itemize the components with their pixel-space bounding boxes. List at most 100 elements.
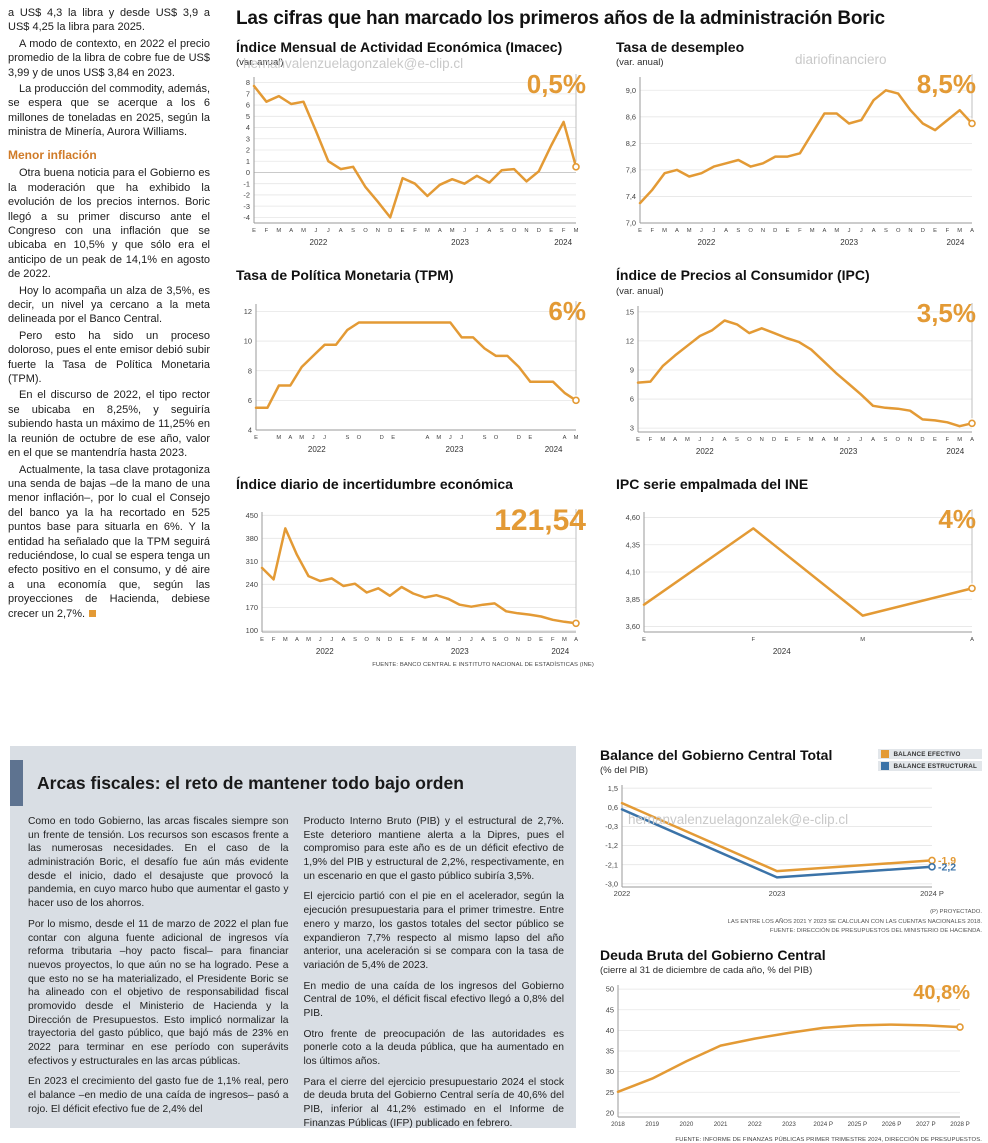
chart-subtitle: (var. anual) (236, 57, 284, 69)
svg-text:2023: 2023 (840, 238, 858, 247)
svg-text:-1,9: -1,9 (938, 855, 956, 867)
svg-text:E: E (254, 435, 258, 441)
svg-text:M: M (834, 228, 839, 234)
svg-text:2020: 2020 (680, 1121, 694, 1128)
svg-text:J: J (460, 435, 463, 441)
legend-label: BALANCE ESTRUCTURAL (893, 762, 977, 770)
svg-text:7: 7 (246, 90, 250, 99)
svg-text:E: E (539, 637, 543, 643)
svg-text:M: M (662, 228, 667, 234)
svg-text:A: A (823, 228, 827, 234)
svg-text:M: M (685, 437, 690, 443)
svg-text:D: D (517, 435, 521, 441)
svg-text:E: E (933, 228, 937, 234)
svg-text:4: 4 (248, 425, 252, 434)
svg-text:2024 P: 2024 P (920, 889, 944, 898)
svg-text:M: M (860, 637, 865, 643)
svg-text:F: F (562, 228, 566, 234)
svg-text:O: O (747, 437, 752, 443)
svg-text:J: J (848, 228, 851, 234)
svg-text:A: A (289, 228, 293, 234)
svg-text:A: A (871, 437, 875, 443)
svg-text:E: E (785, 437, 789, 443)
chart-title: Deuda Bruta del Gobierno Central (600, 946, 826, 963)
chart-subtitle: (% del PIB) (600, 765, 649, 777)
svg-text:E: E (400, 637, 404, 643)
legend-item-efectivo: BALANCE EFECTIVO (878, 749, 982, 759)
svg-text:J: J (323, 435, 326, 441)
svg-text:2024: 2024 (545, 445, 563, 454)
svg-text:A: A (970, 228, 974, 234)
svg-text:6: 6 (246, 101, 250, 110)
svg-text:M: M (283, 637, 288, 643)
svg-text:S: S (736, 228, 740, 234)
svg-text:N: N (524, 228, 528, 234)
svg-text:E: E (401, 228, 405, 234)
svg-text:F: F (272, 637, 276, 643)
svg-text:D: D (920, 437, 924, 443)
svg-text:A: A (574, 637, 578, 643)
paragraph: (P) PROYECTADO. (930, 909, 982, 916)
chart-title: IPC serie empalmada del INE (616, 475, 809, 492)
paragraph: A modo de contexto, en 2022 el precio pr… (8, 37, 210, 79)
svg-text:-4: -4 (243, 213, 250, 222)
svg-text:S: S (500, 228, 504, 234)
svg-text:45: 45 (606, 1006, 614, 1015)
svg-text:N: N (908, 228, 912, 234)
svg-text:J: J (859, 437, 862, 443)
svg-text:F: F (413, 228, 417, 234)
svg-text:D: D (527, 637, 531, 643)
paragraph: a US$ 4,3 la libra y desde US$ 3,9 a US$… (8, 7, 210, 34)
svg-text:9: 9 (630, 365, 634, 374)
charts-section: Las cifras que han marcado los primeros … (222, 6, 984, 668)
svg-text:J: J (330, 637, 333, 643)
svg-text:2022: 2022 (316, 647, 334, 656)
svg-text:N: N (761, 228, 765, 234)
chart-title: Balance del Gobierno Central Total (600, 747, 833, 763)
svg-text:D: D (537, 228, 541, 234)
svg-text:E: E (638, 228, 642, 234)
svg-text:M: M (957, 437, 962, 443)
svg-text:J: J (458, 637, 461, 643)
svg-text:M: M (299, 435, 304, 441)
chart-card-ipc-empalmada: IPC serie empalmada del INE 4% 4,60 4,35 4… (616, 475, 984, 668)
svg-text:A: A (288, 435, 292, 441)
paragraph: Como en todo Gobierno, las arcas fiscale… (28, 816, 289, 910)
fiscal-charts: Balance del Gobierno Central Total (% de… (600, 746, 982, 1143)
balance-line-chart: 1,5 0,6 -0,3 -1,2 -2,1 -3,0 2022 2023 2024 P -1,9… (600, 779, 982, 906)
svg-text:2023: 2023 (451, 238, 469, 247)
svg-text:N: N (376, 637, 380, 643)
svg-text:J: J (312, 435, 315, 441)
paragraph: Actualmente, la tasa clave protagoniza u… (8, 463, 210, 620)
svg-text:2024: 2024 (946, 447, 964, 456)
svg-text:O: O (512, 228, 517, 234)
svg-text:J: J (449, 435, 452, 441)
paragraph: En el discurso de 2022, el tipo rector s… (8, 389, 210, 460)
legend-label: BALANCE EFECTIVO (893, 750, 961, 758)
svg-text:2024: 2024 (773, 647, 791, 656)
latest-value-label: 6% (548, 295, 586, 326)
svg-text:E: E (549, 228, 553, 234)
svg-text:2022: 2022 (696, 447, 714, 456)
chart-card-ipc: Índice de Precios al Consumidor (IPC) (v… (616, 267, 984, 460)
fiscal-column-1: Como en todo Gobierno, las arcas fiscale… (28, 815, 289, 1137)
svg-text:7,4: 7,4 (626, 192, 636, 201)
svg-text:-0,3: -0,3 (605, 822, 618, 831)
paragraph: Pero esto ha sido un proceso doloroso, p… (8, 329, 210, 386)
svg-text:J: J (475, 228, 478, 234)
left-article-column: a US$ 4,3 la libra y desde US$ 3,9 a US$… (8, 6, 222, 668)
svg-text:M: M (425, 228, 430, 234)
svg-text:O: O (363, 228, 368, 234)
svg-text:D: D (773, 228, 777, 234)
svg-text:A: A (563, 435, 567, 441)
svg-text:A: A (724, 228, 728, 234)
chart-title: Tasa de Política Monetaria (TPM) (236, 267, 454, 284)
svg-text:J: J (847, 437, 850, 443)
legend-item-estructural: BALANCE ESTRUCTURAL (878, 761, 982, 771)
chart-card-tpm: Tasa de Política Monetaria (TPM) 6% 12 10… (236, 267, 594, 460)
legend-swatch-orange (881, 750, 890, 758)
svg-text:40: 40 (606, 1026, 614, 1035)
chart-title: Índice diario de incertidumbre económica (236, 475, 513, 492)
svg-text:9,0: 9,0 (626, 86, 636, 95)
svg-text:M: M (834, 437, 839, 443)
